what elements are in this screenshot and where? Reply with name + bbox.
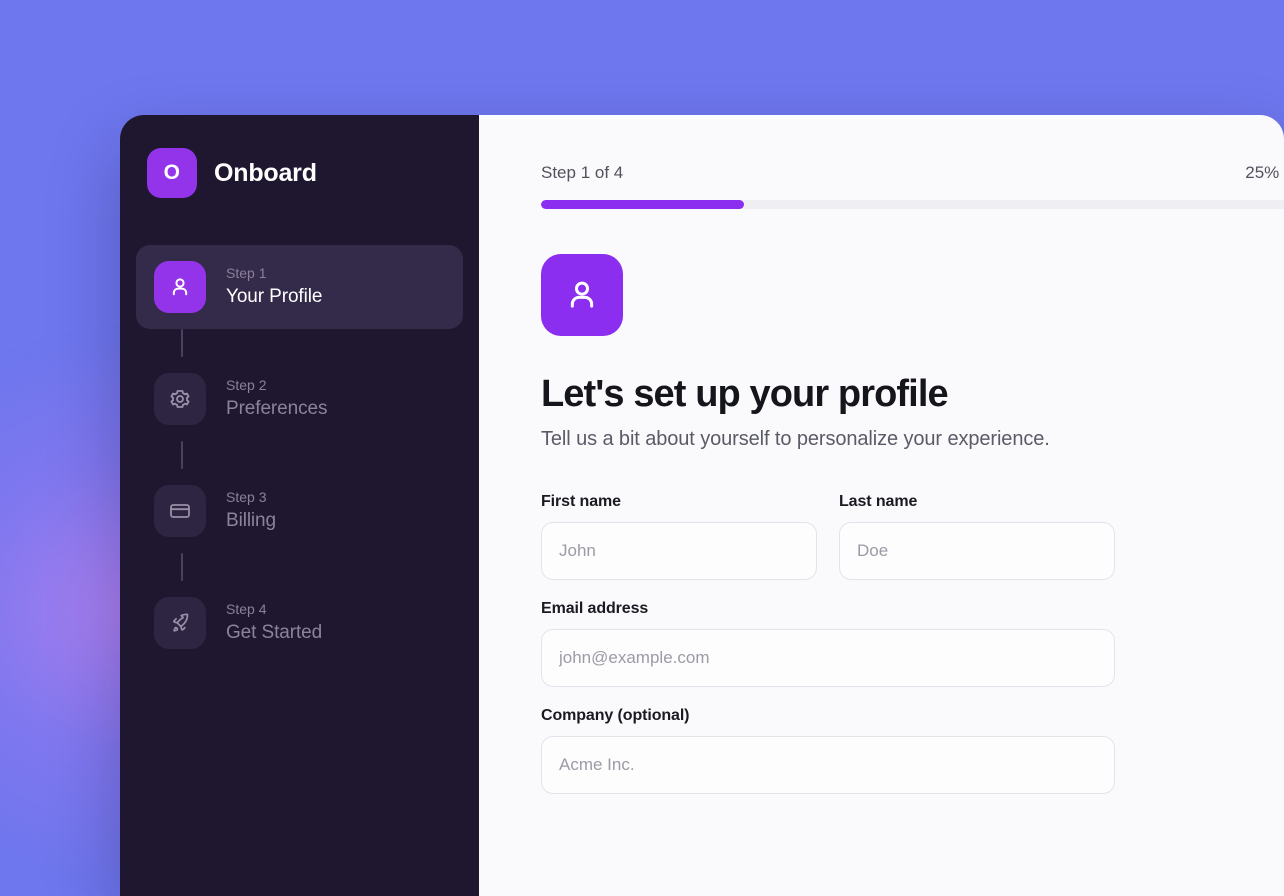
- step-label: Billing: [226, 509, 276, 531]
- progress-bar-fill: [541, 200, 744, 209]
- user-icon: [541, 254, 623, 336]
- last-name-group: Last name: [839, 493, 1115, 580]
- company-label: Company (optional): [541, 707, 690, 724]
- last-name-label: Last name: [839, 493, 918, 510]
- first-name-input[interactable]: [541, 522, 817, 580]
- sidebar-item-get-started[interactable]: Step 4 Get Started: [136, 581, 463, 665]
- step-label: Get Started: [226, 621, 323, 643]
- company-group: Company (optional): [541, 707, 1115, 794]
- email-group: Email address: [541, 600, 1115, 687]
- company-input[interactable]: [541, 736, 1115, 794]
- brand-name: Onboard: [214, 158, 317, 187]
- step-nav: Step 1 Your Profile Step 2 Preferences: [120, 245, 479, 665]
- progress-percent-label: 25% complete: [1245, 163, 1284, 182]
- page-title: Let's set up your profile: [541, 373, 949, 415]
- brand-logo-icon: O: [147, 148, 197, 198]
- email-input[interactable]: [541, 629, 1115, 687]
- step-number: Step 3: [226, 489, 267, 506]
- main-content: Step 1 of 4 25% complete Let's set up yo…: [479, 115, 1284, 896]
- step-number: Step 4: [226, 601, 267, 618]
- last-name-input[interactable]: [839, 522, 1115, 580]
- email-label: Email address: [541, 600, 649, 617]
- step-number: Step 1: [226, 265, 267, 282]
- rocket-icon: [154, 597, 206, 649]
- sidebar-item-your-profile[interactable]: Step 1 Your Profile: [136, 245, 463, 329]
- sidebar-item-billing[interactable]: Step 3 Billing: [136, 469, 463, 553]
- progress-bar: [541, 200, 1284, 209]
- step-connector: [181, 441, 183, 469]
- profile-form: First name Last name Email address Compa…: [541, 493, 1284, 794]
- user-icon: [154, 261, 206, 313]
- step-counter: Step 1 of 4: [541, 163, 624, 182]
- gear-icon: [154, 373, 206, 425]
- credit-card-icon: [154, 485, 206, 537]
- step-connector: [181, 553, 183, 581]
- brand: O Onboard: [120, 115, 479, 198]
- step-label: Preferences: [226, 397, 328, 419]
- step-number: Step 2: [226, 377, 267, 394]
- progress-header: Step 1 of 4 25% complete: [541, 163, 1284, 183]
- first-name-group: First name: [541, 493, 817, 580]
- page-subtitle: Tell us a bit about yourself to personal…: [541, 428, 1050, 450]
- sidebar-item-preferences[interactable]: Step 2 Preferences: [136, 357, 463, 441]
- sidebar: O Onboard Step 1 Your Profile: [120, 115, 479, 896]
- step-connector: [181, 329, 183, 357]
- onboarding-card: O Onboard Step 1 Your Profile: [120, 115, 1284, 896]
- first-name-label: First name: [541, 493, 621, 510]
- name-row: First name Last name: [541, 493, 1115, 580]
- step-label: Your Profile: [226, 285, 323, 307]
